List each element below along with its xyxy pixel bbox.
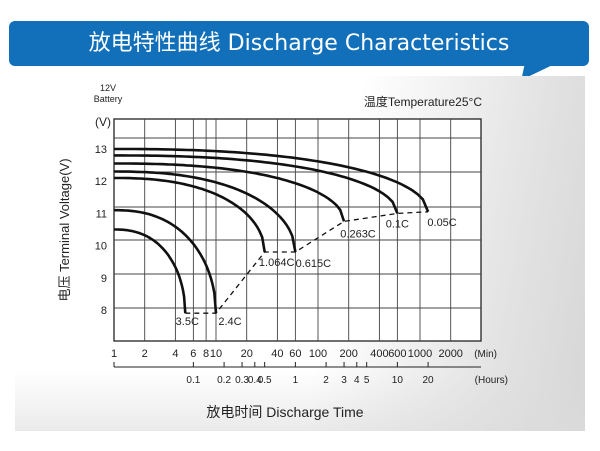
x-hour-tick-label: 4 — [354, 375, 360, 386]
x-min-tick-label: 200 — [340, 348, 358, 360]
y-tick-label: 11 — [96, 208, 107, 220]
x-min-tick-label: 2 — [142, 348, 148, 360]
battery-label-1: 12V — [100, 83, 116, 93]
x-hour-tick-label: 20 — [423, 375, 435, 386]
temperature-label: 温度Temperature25°C — [364, 94, 483, 109]
y-unit: (V) — [95, 115, 111, 129]
x-min-tick-label: 6 — [190, 348, 196, 360]
series-label: 0.1C — [386, 218, 409, 230]
title-banner: 放电特性曲线 Discharge Characteristics — [9, 21, 589, 66]
x-hour-tick-label: 0.5 — [258, 375, 272, 386]
x-min-tick-label: 4 — [172, 348, 178, 360]
series-label: 0.263C — [340, 228, 376, 240]
battery-label-2: Battery — [94, 94, 123, 104]
x-min-tick-label: 20 — [241, 348, 253, 360]
y-axis-title: 电压 Terminal Voltage(V) — [57, 158, 72, 301]
x-hour-tick-label: 1 — [293, 375, 299, 386]
x-min-tick-label: 40 — [271, 348, 283, 360]
x-min-tick-label: 600 — [388, 348, 406, 360]
x-hour-tick-label: 0.1 — [186, 375, 200, 386]
chart-panel — [15, 76, 585, 431]
x-min-unit: (Min) — [474, 349, 497, 360]
curve-0-263C — [114, 162, 346, 222]
y-tick-label: 10 — [95, 241, 107, 253]
x-min-tick-label: 2000 — [438, 348, 462, 360]
x-hour-tick-label: 3 — [341, 375, 347, 386]
x-min-tick-label: 60 — [289, 348, 301, 360]
series-label: 3.5C — [176, 316, 199, 328]
curve-0-615C — [114, 170, 297, 253]
curve-0-05C — [114, 147, 430, 213]
cutoff-dashed-line — [185, 211, 429, 314]
x-min-tick-label: 8 — [203, 348, 209, 360]
x-min-tick-label: 100 — [309, 348, 327, 360]
x-min-tick-label: 1 — [111, 348, 117, 360]
x-hour-tick-label: 2 — [323, 375, 329, 386]
x-axis-title: 放电时间 Discharge Time — [206, 404, 363, 420]
y-tick-label: 13 — [95, 144, 107, 156]
x-min-tick-label: 10 — [210, 348, 222, 360]
series-label: 0.05C — [427, 217, 456, 229]
x-min-tick-label: 400 — [370, 348, 388, 360]
x-hour-tick-label: 0.2 — [217, 375, 231, 386]
x-hour-unit: (Hours) — [475, 375, 508, 386]
x-hour-tick-label: 0.4 — [248, 375, 262, 386]
series-label: 2.4C — [218, 316, 241, 328]
y-tick-label: 9 — [101, 273, 107, 285]
x-min-tick-label: 1000 — [408, 348, 432, 360]
y-tick-label: 12 — [95, 176, 107, 188]
x-hour-tick-label: 10 — [392, 375, 404, 386]
series-label: 1.064C — [259, 257, 295, 269]
curve-0-1C — [114, 154, 399, 214]
curve-1-064C — [114, 176, 266, 253]
x-hour-tick-label: 0.3 — [235, 375, 249, 386]
chart-title: 放电特性曲线 Discharge Characteristics — [88, 31, 510, 56]
curve-2-4C — [114, 208, 218, 314]
x-hour-tick-label: 5 — [364, 375, 370, 386]
series-label: 0.615C — [296, 258, 332, 270]
curve-3-5C — [114, 228, 187, 314]
y-tick-label: 8 — [101, 305, 107, 317]
